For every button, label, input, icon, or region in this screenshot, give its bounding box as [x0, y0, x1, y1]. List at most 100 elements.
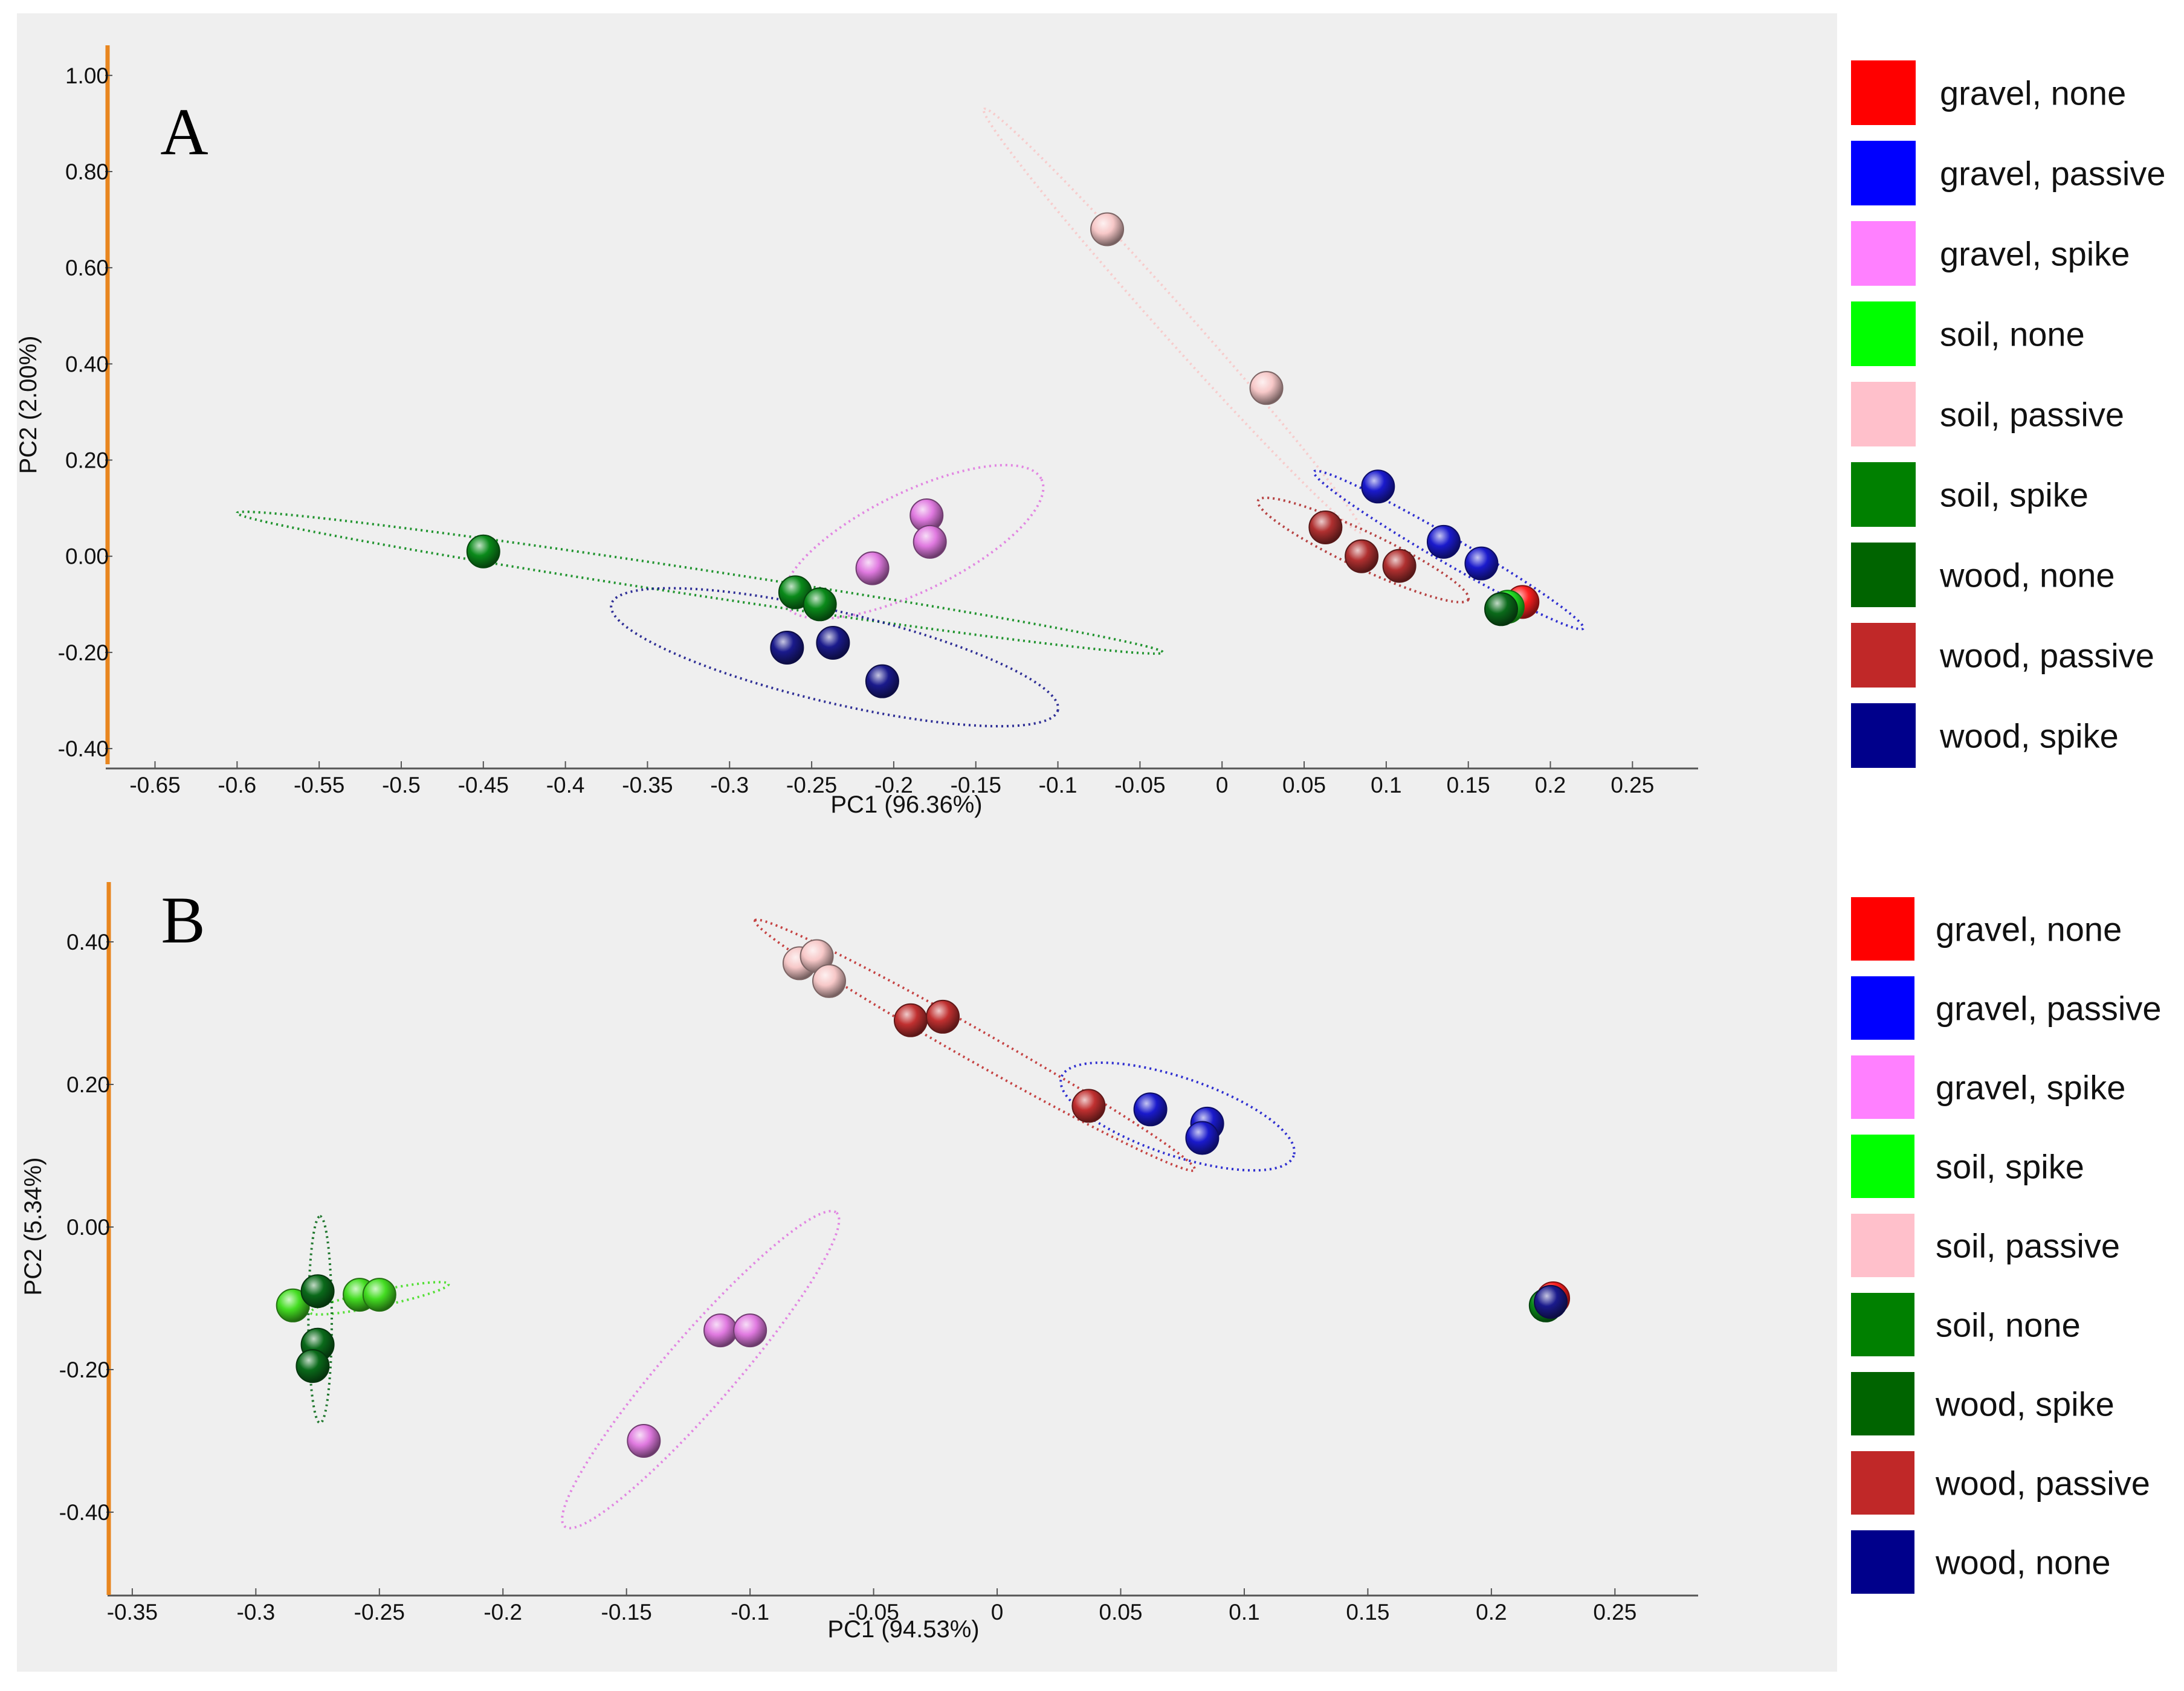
- legend-label: gravel, spike: [1940, 235, 2130, 273]
- x-tick-label: 0.15: [1346, 1600, 1389, 1625]
- legend-swatch: [1851, 1135, 1914, 1198]
- legend-swatch: [1851, 1451, 1914, 1515]
- panel-letter: A: [160, 95, 208, 169]
- legend-label: gravel, none: [1940, 74, 2126, 112]
- ellipse-gravel-spike: [561, 1209, 841, 1530]
- legend-swatch: [1851, 1372, 1914, 1435]
- point-wood-none: [1534, 1284, 1568, 1319]
- legend-label: wood, none: [1939, 556, 2115, 594]
- point-wood-passive: [1382, 549, 1417, 583]
- x-tick-label: -0.55: [294, 773, 344, 797]
- point-soil-spike: [466, 534, 500, 568]
- legend-swatch: [1851, 897, 1914, 961]
- legend-swatch: [1851, 703, 1916, 768]
- x-tick-label: -0.05: [1114, 773, 1165, 797]
- x-tick-label: -0.35: [622, 773, 673, 797]
- y-tick-label: 0.80: [65, 159, 109, 184]
- x-axis-title: PC1 (94.53%): [827, 1616, 979, 1643]
- legend-swatch: [1851, 221, 1916, 286]
- x-tick-label: -0.15: [601, 1600, 652, 1625]
- x-tick-label: -0.1: [1039, 773, 1077, 797]
- x-tick-label: -0.2: [874, 773, 913, 797]
- ellipse-gravel-passive: [1059, 1061, 1296, 1172]
- point-soil-passive: [812, 964, 847, 998]
- point-gravel-passive: [1185, 1121, 1220, 1155]
- legend-label: soil, spike: [1936, 1148, 2084, 1186]
- legend-swatch: [1851, 60, 1916, 125]
- y-tick-label: 0.40: [66, 930, 110, 955]
- legend-swatch: [1851, 1293, 1914, 1356]
- panel-a: -0.65 -0.6 -0.55 -0.5 -0.45 -0.4 -0.35 -0.3 -0.2…: [15, 45, 2166, 818]
- legend-swatch: [1851, 543, 1916, 607]
- x-tick-label: 0: [991, 1600, 1004, 1625]
- x-tick-label: -0.6: [218, 773, 256, 797]
- legend-swatch: [1851, 382, 1916, 446]
- x-tick-label: -0.3: [236, 1600, 275, 1625]
- x-tick-label: -0.25: [354, 1600, 405, 1625]
- x-axis-title: PC1 (96.36%): [830, 791, 982, 818]
- legend-label: wood, passive: [1935, 1464, 2150, 1503]
- point-gravel-spike: [627, 1424, 661, 1458]
- point-wood-spike: [816, 625, 850, 660]
- point-gravel-passive: [1426, 524, 1461, 559]
- x-tick-label: -0.45: [458, 773, 509, 797]
- point-soil-spike: [362, 1278, 396, 1312]
- legend-label: gravel, spike: [1936, 1069, 2125, 1107]
- point-gravel-spike: [855, 551, 890, 585]
- y-tick-label: -0.40: [58, 736, 109, 761]
- point-wood-spike: [865, 664, 899, 698]
- y-tick-label: -0.40: [59, 1500, 110, 1525]
- point-wood-passive: [926, 999, 960, 1034]
- panel-letter: B: [161, 883, 205, 957]
- x-tick-label: -0.15: [951, 773, 1001, 797]
- legend-swatch: [1851, 1055, 1914, 1119]
- x-tick-label: -0.1: [731, 1600, 769, 1625]
- legend-label: gravel, none: [1936, 910, 2122, 949]
- ellipse-soil-passive: [982, 108, 1363, 534]
- y-tick-label: 1.00: [65, 63, 109, 88]
- legend-label: soil, passive: [1940, 396, 2124, 434]
- x-tick-label: 0: [1216, 773, 1229, 797]
- point-wood-passive: [1308, 510, 1343, 544]
- point-wood-spike: [300, 1274, 335, 1309]
- legend-label: wood, spike: [1939, 717, 2119, 755]
- x-tick-label: -0.4: [546, 773, 585, 797]
- legend-swatch: [1851, 462, 1916, 527]
- ellipse-wood-spike: [610, 587, 1059, 728]
- y-tick-label: 0.00: [65, 544, 109, 569]
- legend-swatch: [1851, 976, 1914, 1040]
- x-tick-label: -0.65: [129, 773, 180, 797]
- point-wood-spike: [770, 630, 804, 665]
- x-tick-label: -0.3: [710, 773, 749, 797]
- point-gravel-spike: [733, 1313, 767, 1348]
- legend-label: wood, none: [1935, 1544, 2111, 1582]
- legend-label: soil, spike: [1940, 476, 2089, 514]
- ellipse-wood-spike: [307, 1215, 334, 1425]
- legend-label: wood, passive: [1939, 637, 2154, 675]
- x-tick-label: -0.35: [107, 1600, 158, 1625]
- legend-swatch: [1851, 1214, 1914, 1277]
- legend-label: soil, none: [1940, 315, 2085, 353]
- point-gravel-spike: [703, 1313, 738, 1348]
- y-tick-label: -0.20: [58, 640, 109, 665]
- x-tick-label: 0.1: [1229, 1600, 1259, 1625]
- point-soil-passive: [1249, 371, 1284, 405]
- y-tick-label: 0.00: [66, 1215, 110, 1240]
- y-tick-label: 0.40: [65, 352, 109, 376]
- plot-panel-background: [17, 13, 1837, 1672]
- point-wood-passive: [893, 1003, 928, 1037]
- x-tick-label: -0.05: [848, 1600, 899, 1625]
- x-tick-label: -0.25: [786, 773, 837, 797]
- point-wood-passive: [1345, 539, 1379, 573]
- legend-label: wood, spike: [1935, 1385, 2115, 1423]
- point-wood-spike: [296, 1349, 330, 1383]
- point-soil-spike: [803, 587, 837, 622]
- y-axis-title: PC2 (2.00%): [15, 336, 42, 474]
- panel-b: -0.35 -0.3 -0.25 -0.2 -0.15 -0.1 -0.05 0 0.05 0.1…: [20, 882, 2162, 1643]
- x-tick-label: -0.2: [483, 1600, 522, 1625]
- x-tick-label: -0.5: [382, 773, 421, 797]
- x-tick-label: 0.1: [1371, 773, 1401, 797]
- point-gravel-passive: [1464, 546, 1499, 581]
- legend-swatch: [1851, 623, 1916, 688]
